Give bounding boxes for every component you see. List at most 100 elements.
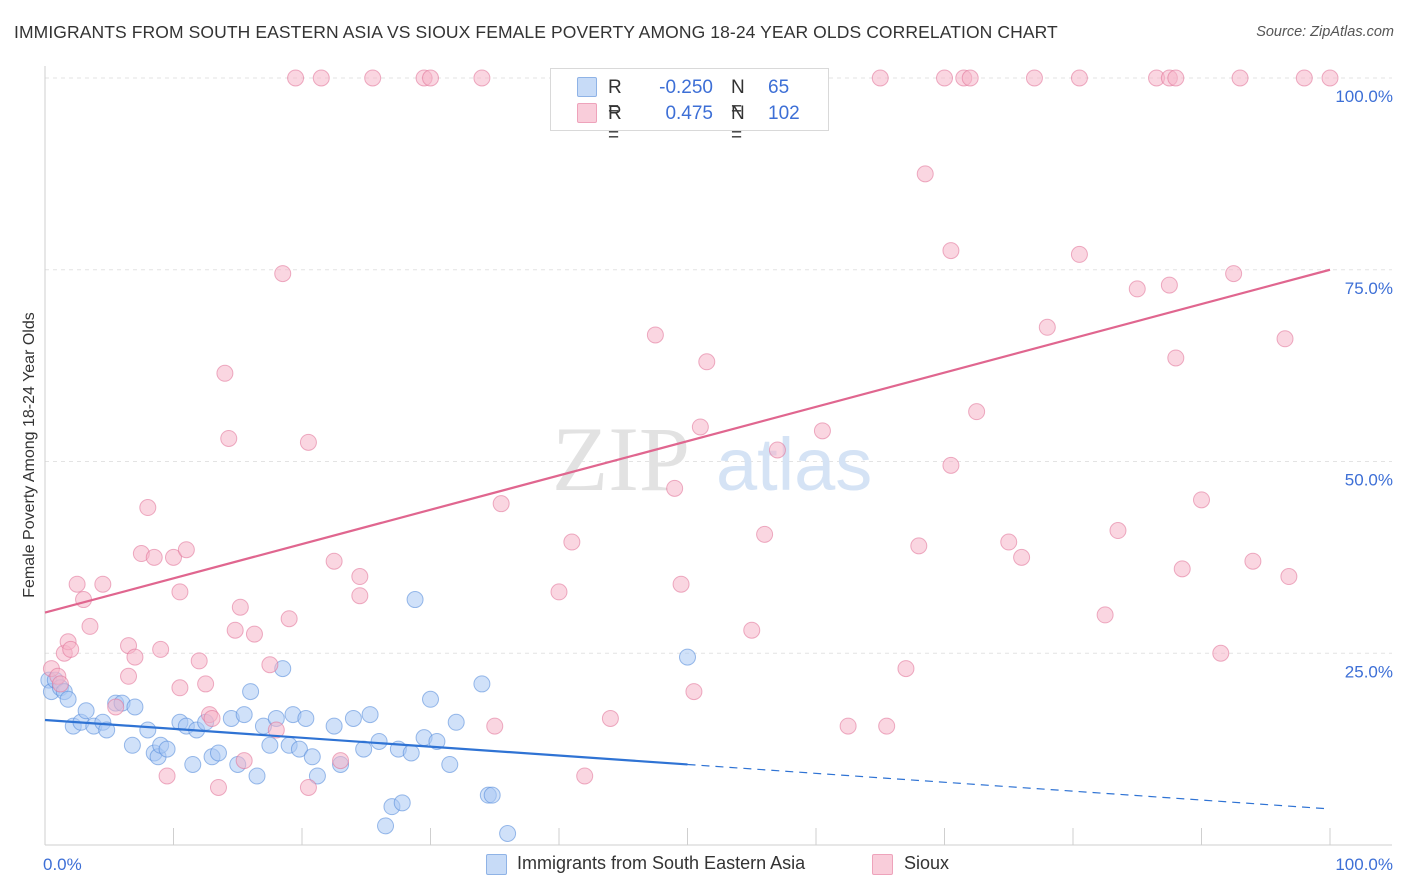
legend-swatch-immigrants xyxy=(486,854,507,875)
point-sioux xyxy=(743,621,761,639)
point-sioux xyxy=(666,479,684,497)
point-sioux xyxy=(698,353,716,371)
point-sioux xyxy=(942,456,960,474)
point-sioux xyxy=(685,683,703,701)
point-sioux xyxy=(691,418,709,436)
point-sioux xyxy=(1167,69,1185,87)
point-sioux xyxy=(871,69,889,87)
point-immigrants xyxy=(123,736,141,754)
y-tick-label: 75.0% xyxy=(1345,279,1393,298)
y-tick-label: 100.0% xyxy=(1335,87,1393,106)
point-sioux xyxy=(646,326,664,344)
point-sioux xyxy=(177,541,195,559)
point-sioux xyxy=(1038,318,1056,336)
point-sioux xyxy=(299,778,317,796)
point-sioux xyxy=(422,69,439,87)
point-immigrants xyxy=(308,767,326,785)
point-sioux xyxy=(486,717,504,735)
point-sioux xyxy=(203,709,221,727)
point-immigrants xyxy=(483,786,501,804)
point-sioux xyxy=(120,667,138,685)
stats-box: R = -0.250 N = 65 R = 0.475 N = 102 xyxy=(550,68,829,146)
point-sioux xyxy=(1109,522,1127,540)
point-sioux xyxy=(245,625,263,643)
point-immigrants xyxy=(428,732,446,750)
point-sioux xyxy=(1070,245,1088,263)
point-sioux xyxy=(601,709,619,727)
point-immigrants xyxy=(473,675,491,693)
point-sioux xyxy=(916,165,934,183)
point-sioux xyxy=(1025,69,1043,87)
point-immigrants xyxy=(261,736,279,754)
point-sioux xyxy=(209,778,227,796)
point-immigrants xyxy=(242,683,260,701)
point-sioux xyxy=(936,69,953,87)
point-immigrants xyxy=(98,721,116,739)
point-sioux xyxy=(81,617,99,635)
point-immigrants xyxy=(344,709,362,727)
x-tick-label: 0.0% xyxy=(43,855,82,874)
point-immigrants xyxy=(290,740,308,758)
point-sioux xyxy=(473,69,491,87)
point-sioux xyxy=(756,525,774,543)
point-immigrants xyxy=(393,794,411,812)
point-sioux xyxy=(576,767,594,785)
legend-label-sioux: Sioux xyxy=(904,853,950,873)
point-immigrants xyxy=(235,706,253,724)
point-sioux xyxy=(1167,349,1185,367)
point-sioux xyxy=(1128,280,1146,298)
point-sioux xyxy=(1096,606,1114,624)
point-immigrants xyxy=(447,713,465,731)
point-sioux xyxy=(235,752,253,770)
stats-swatch-immigrants xyxy=(577,77,597,97)
point-sioux xyxy=(968,403,986,421)
n-value: 65 xyxy=(768,77,790,98)
r-label: R = xyxy=(608,77,622,120)
point-sioux xyxy=(287,69,305,87)
point-sioux xyxy=(1000,533,1018,551)
y-axis-label: Female Poverty Among 18-24 Year Olds xyxy=(21,312,38,598)
point-sioux xyxy=(75,591,93,609)
point-sioux xyxy=(216,364,234,382)
n-value: 102 xyxy=(768,103,800,124)
point-sioux xyxy=(1070,69,1088,87)
point-sioux xyxy=(351,587,369,605)
point-immigrants xyxy=(402,744,420,762)
point-immigrants xyxy=(77,702,95,720)
point-immigrants xyxy=(126,698,144,716)
point-sioux xyxy=(165,548,182,566)
point-sioux xyxy=(220,429,238,447)
point-sioux xyxy=(274,265,292,283)
point-sioux xyxy=(942,242,960,260)
point-immigrants xyxy=(679,648,696,666)
point-sioux xyxy=(1276,330,1294,348)
point-sioux xyxy=(1225,265,1243,283)
chart-title: IMMIGRANTS FROM SOUTH EASTERN ASIA VS SI… xyxy=(14,22,1058,42)
point-sioux xyxy=(94,575,112,593)
r-value: 0.475 xyxy=(665,103,713,124)
stats-swatch-sioux xyxy=(577,103,597,123)
point-sioux xyxy=(1231,69,1249,87)
n-label: N = xyxy=(731,77,745,120)
point-sioux xyxy=(768,441,786,459)
point-sioux xyxy=(126,648,144,666)
point-sioux xyxy=(68,575,86,593)
point-immigrants xyxy=(184,755,202,773)
point-sioux xyxy=(351,568,369,586)
point-immigrants xyxy=(158,740,176,758)
y-tick-label: 50.0% xyxy=(1345,471,1393,490)
point-sioux xyxy=(1173,560,1191,578)
point-immigrants xyxy=(441,755,459,773)
point-immigrants xyxy=(325,717,343,735)
point-sioux xyxy=(190,652,208,670)
point-immigrants xyxy=(139,721,157,739)
point-sioux xyxy=(563,533,581,551)
point-sioux xyxy=(152,640,170,658)
point-sioux xyxy=(672,575,690,593)
point-immigrants xyxy=(248,767,266,785)
point-sioux xyxy=(231,598,249,616)
point-sioux xyxy=(1295,69,1313,87)
point-sioux xyxy=(878,717,896,735)
point-sioux xyxy=(261,656,279,674)
